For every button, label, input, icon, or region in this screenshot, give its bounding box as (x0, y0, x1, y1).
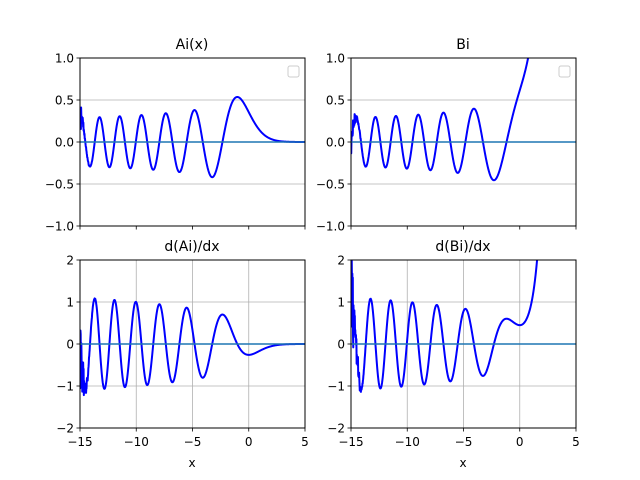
panel-airy-bi: Bi −1.0 −0.5 0.0 0.5 1.0 (316, 37, 577, 233)
empty-legend-box (558, 65, 571, 78)
panel-airy-ai: Ai(x) −1.0 −0.5 0.0 0.5 1.0 (45, 37, 306, 233)
airy-bip-curve (351, 260, 539, 393)
x-tick-label: −5 (455, 435, 473, 449)
y-tick-label: −1 (56, 379, 74, 393)
x-tick-label: 5 (572, 435, 580, 449)
x-tick-label: −10 (124, 435, 149, 449)
y-tick-label: 1 (66, 295, 74, 309)
legend (287, 65, 300, 78)
y-tick-label: 1.0 (55, 51, 74, 65)
y-tick-label: 2 (337, 253, 345, 267)
plot-area (80, 297, 305, 397)
panel-title: d(Bi)/dx (435, 239, 490, 255)
plot-area (351, 260, 576, 393)
panel-title: Bi (456, 37, 470, 53)
y-tick-label: −0.5 (45, 177, 74, 191)
x-tick-label: −10 (395, 435, 420, 449)
panel-title: d(Ai)/dx (164, 239, 219, 255)
y-tick-label: −2 (327, 421, 345, 435)
y-tick-label: 0 (337, 337, 345, 351)
y-tick-label: 1 (337, 295, 345, 309)
y-tick-label: −1.0 (316, 219, 345, 233)
y-tick-label: 0.0 (55, 135, 74, 149)
y-tick-label: 2 (66, 253, 74, 267)
airy-aip-curve (80, 297, 305, 397)
ticks: −1.0 −0.5 0.0 0.5 1.0 (316, 51, 577, 233)
panel-title: Ai(x) (176, 37, 209, 53)
x-tick-label: −15 (338, 435, 363, 449)
y-tick-label: 0.5 (55, 93, 74, 107)
y-tick-label: 0.5 (326, 93, 345, 107)
y-tick-label: −1.0 (45, 219, 74, 233)
x-tick-label: −5 (184, 435, 202, 449)
y-tick-label: −0.5 (316, 177, 345, 191)
plot-area (80, 96, 305, 179)
x-axis-label: x (188, 456, 195, 470)
plot-area (351, 58, 576, 182)
y-tick-label: 1.0 (326, 51, 345, 65)
series-group (351, 58, 576, 182)
x-tick-label: 5 (301, 435, 309, 449)
airy-ai-curve (80, 96, 305, 179)
x-tick-label: 0 (516, 435, 524, 449)
x-tick-label: −15 (67, 435, 92, 449)
x-tick-label: 0 (245, 435, 253, 449)
ticks: −1.0 −0.5 0.0 0.5 1.0 (45, 51, 306, 233)
series-group (80, 297, 305, 397)
y-tick-label: 0 (66, 337, 74, 351)
y-tick-label: 0.0 (326, 135, 345, 149)
airy-bi-curve (351, 58, 530, 182)
series-group (351, 260, 576, 393)
y-tick-label: −2 (56, 421, 74, 435)
legend (558, 65, 571, 78)
series-group (80, 96, 305, 179)
y-tick-label: −1 (327, 379, 345, 393)
x-axis-label: x (459, 456, 466, 470)
empty-legend-box (287, 65, 300, 78)
